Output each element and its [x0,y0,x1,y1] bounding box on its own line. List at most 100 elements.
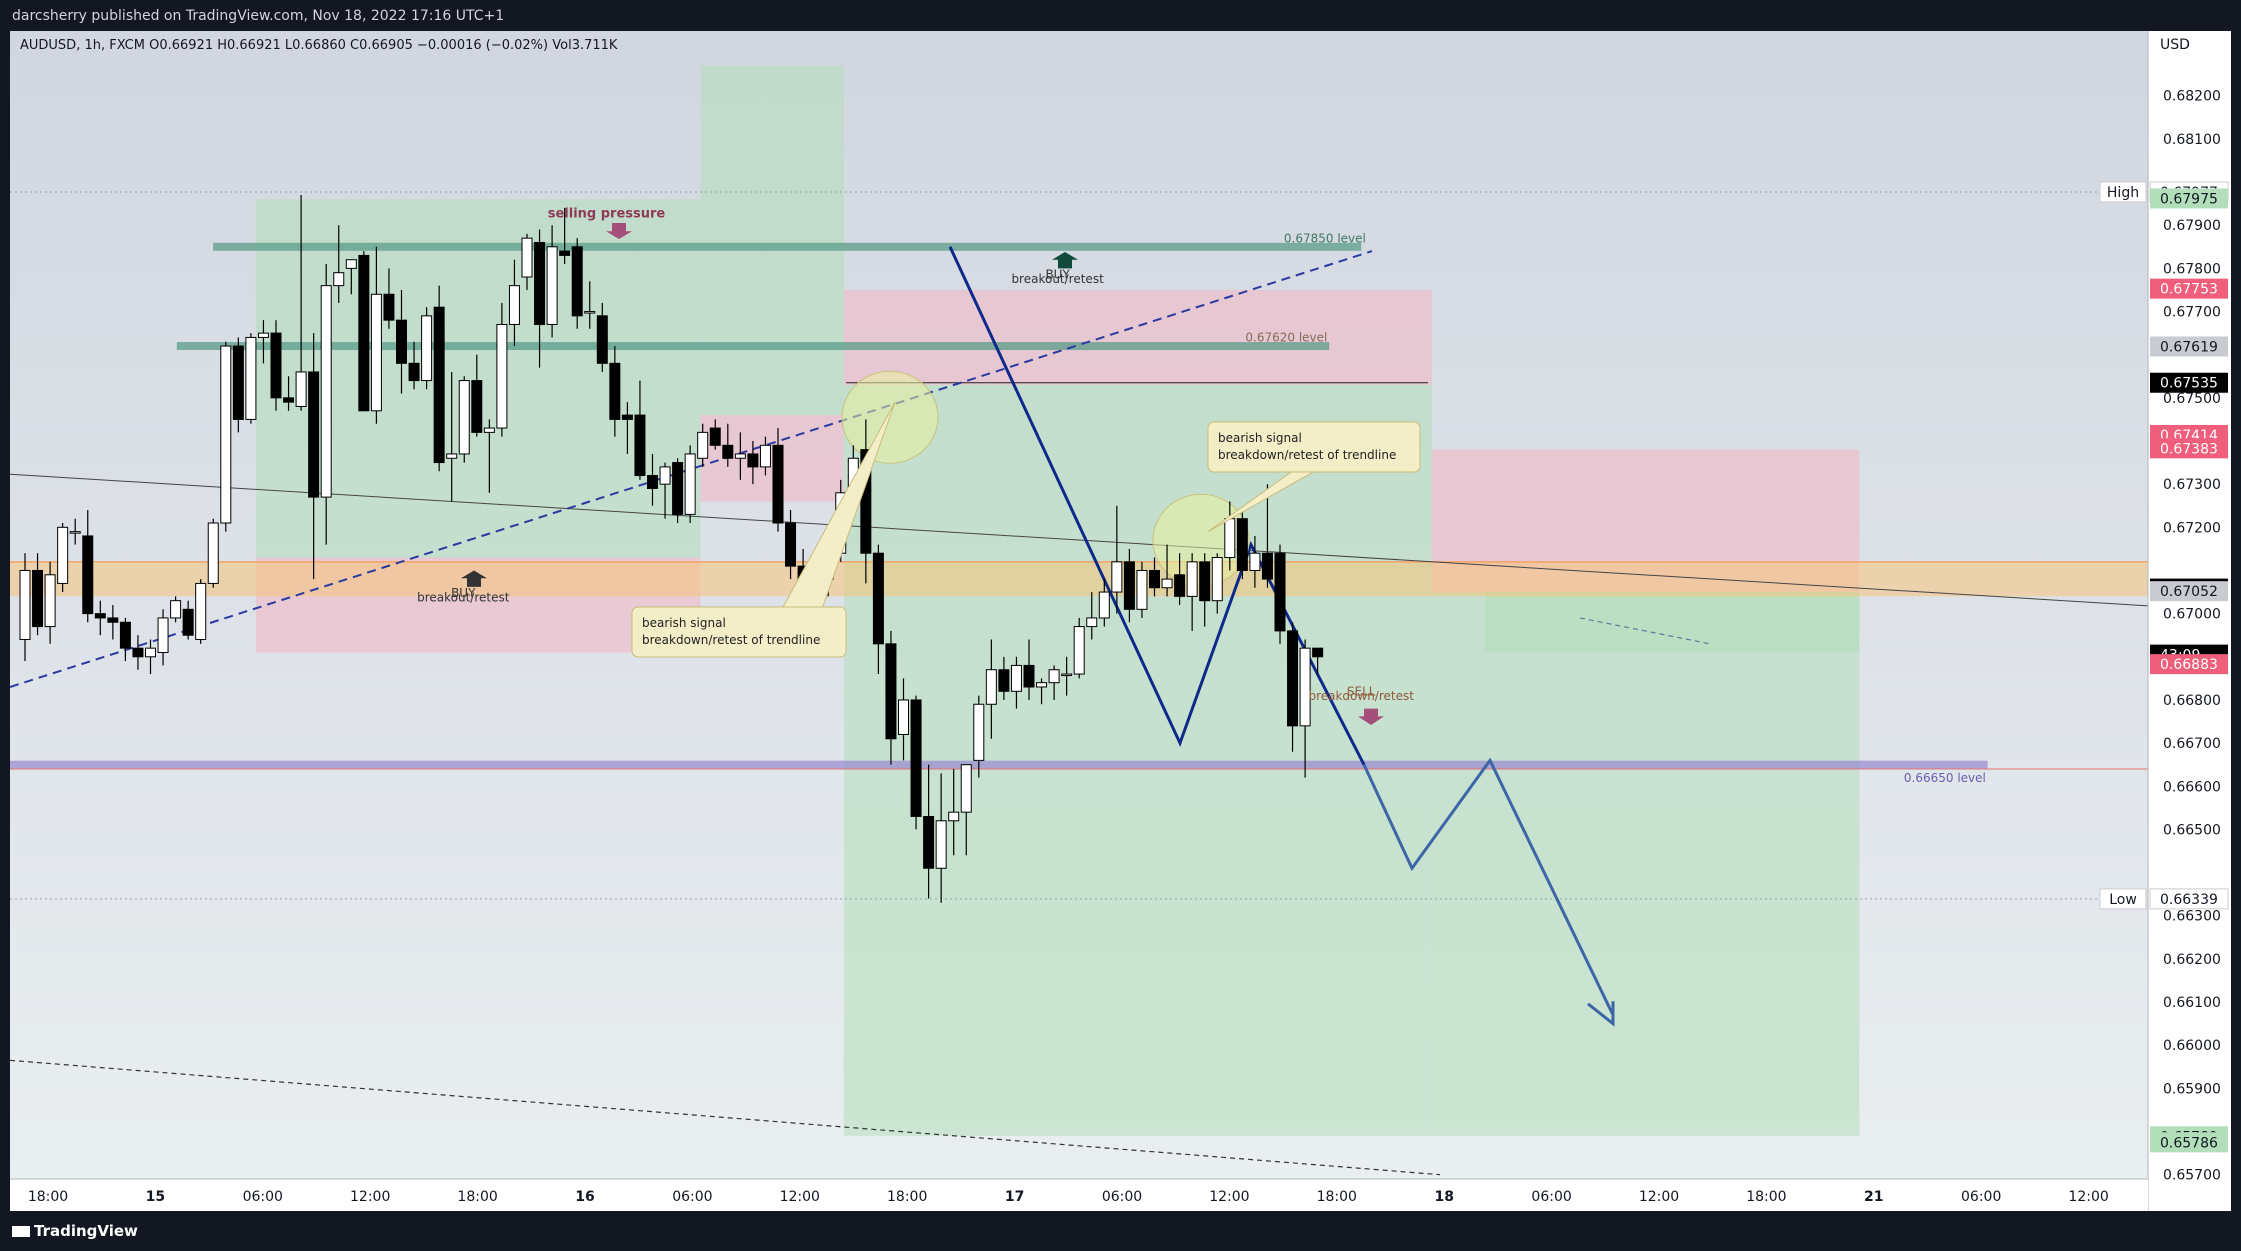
candle[interactable] [358,251,370,412]
candle[interactable] [1073,617,1085,679]
candle[interactable] [333,225,345,303]
candle[interactable] [910,695,922,830]
candle[interactable] [396,289,407,394]
candle[interactable] [1186,553,1198,631]
candle[interactable] [1086,592,1098,640]
candle[interactable] [308,333,320,580]
candle[interactable] [207,518,219,588]
price-axis[interactable] [2148,31,2231,1211]
candle[interactable] [82,510,94,623]
candle[interactable] [684,445,696,523]
candle[interactable] [182,600,194,640]
candle[interactable] [1174,553,1186,605]
candle[interactable] [132,635,144,670]
candle[interactable] [383,268,395,329]
candle[interactable] [734,432,746,480]
candle[interactable] [421,307,433,390]
candle[interactable] [1023,639,1035,700]
candle[interactable] [483,419,495,493]
candle[interactable] [571,238,583,329]
candle[interactable] [722,423,734,467]
candle[interactable] [1111,505,1123,614]
candle[interactable] [270,320,282,411]
candle[interactable] [220,341,232,532]
candle[interactable] [546,225,558,338]
candle[interactable] [1036,678,1048,705]
candlestick-chart[interactable]: selling pressure 0.67850 level 0.67620 lev… [10,31,2231,1211]
candle[interactable] [57,523,69,593]
candle[interactable] [1211,553,1223,614]
candle[interactable] [170,596,182,623]
candle[interactable] [960,764,972,856]
candle[interactable] [458,376,470,463]
candle[interactable] [521,233,533,290]
candle[interactable] [1010,656,1022,709]
candle[interactable] [1261,484,1273,588]
candle[interactable] [345,259,357,295]
candle[interactable] [596,302,608,372]
candle[interactable] [647,453,658,506]
candle[interactable] [709,419,721,450]
candle[interactable] [672,458,684,523]
candle[interactable] [295,195,307,411]
candle[interactable] [245,333,257,424]
candle[interactable] [32,553,44,636]
candle[interactable] [1123,548,1135,623]
candle[interactable] [634,380,646,480]
candle[interactable] [772,428,784,532]
candle[interactable] [1061,656,1073,696]
candle[interactable] [69,518,81,545]
candle[interactable] [697,423,709,467]
candle[interactable] [1287,622,1299,752]
level-band[interactable] [10,760,1988,769]
candle[interactable] [408,341,420,390]
candle[interactable] [119,617,131,662]
candle[interactable] [508,259,520,347]
candle[interactable] [446,371,458,502]
bearish-signal-callout[interactable]: bearish signal breakdown/retest of trendl… [1207,421,1421,533]
candle[interactable] [320,264,332,545]
candle[interactable] [1098,579,1110,627]
chart-frame[interactable]: selling pressure 0.67850 level 0.67620 lev… [10,31,2231,1211]
candle[interactable] [232,337,244,433]
candle[interactable] [973,695,985,778]
candle[interactable] [923,764,935,899]
candle[interactable] [496,302,508,437]
candle[interactable] [1048,665,1060,700]
candle[interactable] [885,630,897,765]
candle[interactable] [621,402,633,454]
candle[interactable] [659,462,671,519]
candle[interactable] [785,510,797,580]
candle[interactable] [1149,557,1160,597]
candle[interactable] [1199,553,1211,627]
candle[interactable] [1312,647,1324,675]
candle[interactable] [872,544,884,675]
candle[interactable] [1299,639,1311,778]
candle[interactable] [584,281,596,329]
candle[interactable] [94,600,106,636]
candle[interactable] [433,285,445,472]
time-axis[interactable] [10,1179,2148,1211]
candle[interactable] [609,346,621,437]
candle[interactable] [948,769,960,856]
candle[interactable] [471,354,483,437]
candle[interactable] [860,419,872,584]
candle[interactable] [370,246,382,424]
candle[interactable] [19,553,31,662]
candle[interactable] [145,639,156,675]
candle[interactable] [1249,535,1261,588]
candle[interactable] [1236,510,1248,580]
candle[interactable] [998,656,1010,700]
candle[interactable] [759,436,771,476]
candle[interactable] [157,609,169,666]
candle[interactable] [107,605,119,640]
candle[interactable] [898,678,909,761]
candle[interactable] [283,376,295,411]
candle[interactable] [534,229,546,368]
bearish-signal-callout[interactable]: bearish signal breakdown/retest of trendl… [631,401,896,658]
candle[interactable] [44,561,56,644]
candle[interactable] [985,639,997,739]
candle[interactable] [935,773,947,903]
candle[interactable] [1136,561,1148,618]
level-band[interactable] [213,242,1362,251]
